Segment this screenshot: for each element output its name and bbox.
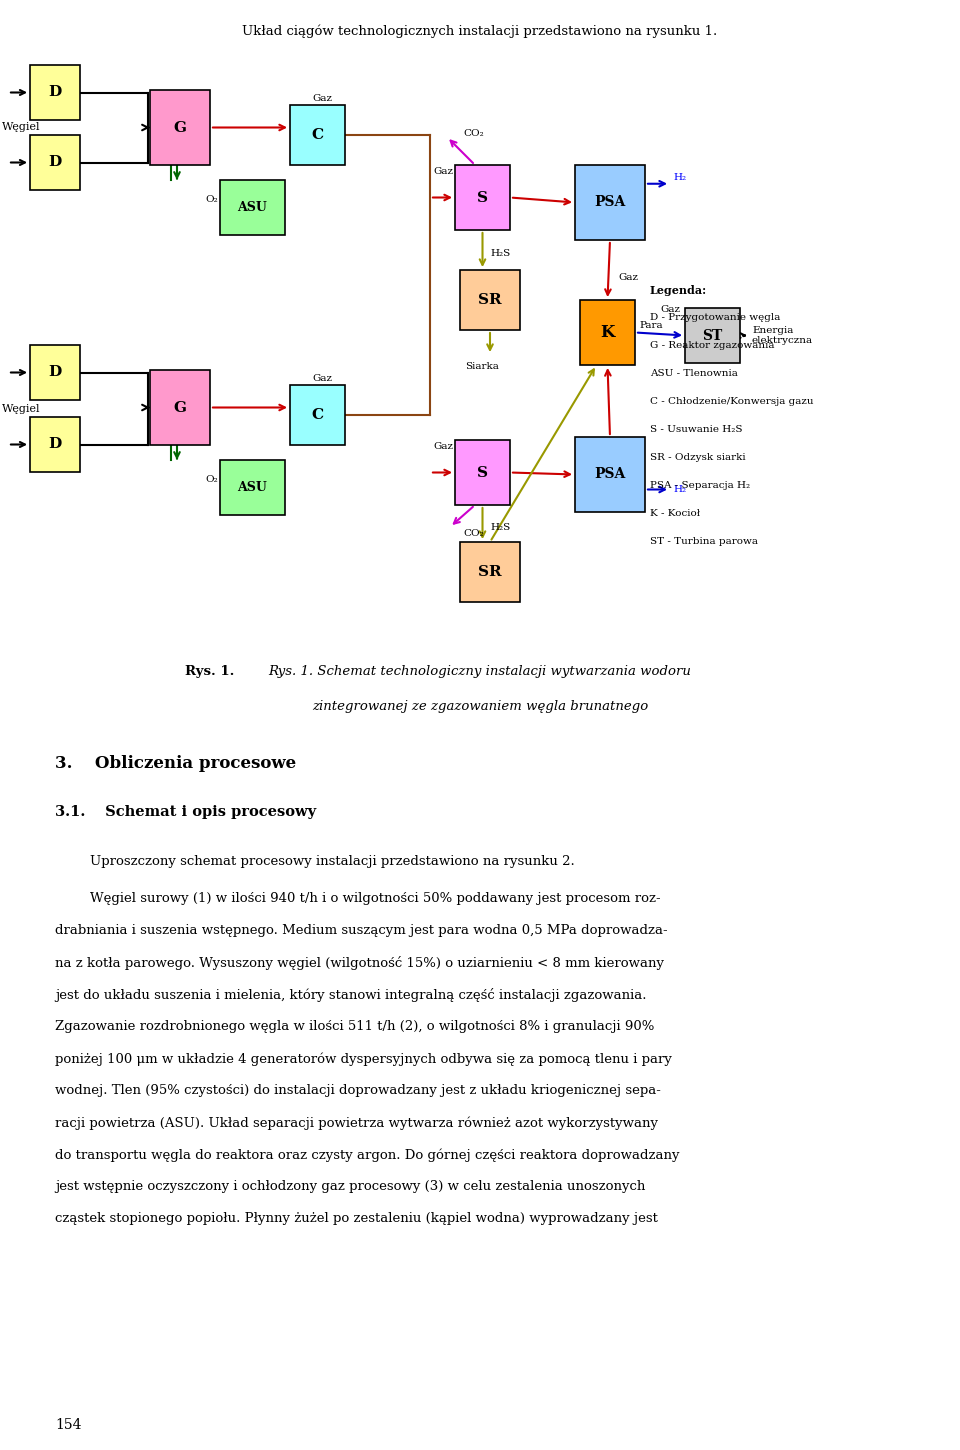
- Text: S - Usuwanie H₂S: S - Usuwanie H₂S: [650, 425, 742, 434]
- Text: 3.1.  Schemat i opis procesowy: 3.1. Schemat i opis procesowy: [55, 805, 316, 819]
- Text: D: D: [48, 438, 61, 451]
- Text: S: S: [477, 465, 488, 480]
- Text: Węgiel surowy (1) w ilości 940 t/h i o wilgotności 50% poddawany jest procesom r: Węgiel surowy (1) w ilości 940 t/h i o w…: [90, 892, 660, 905]
- FancyBboxPatch shape: [30, 345, 80, 400]
- Text: wodnej. Tlen (95% czystości) do instalacji doprowadzany jest z układu kriogenicz: wodnej. Tlen (95% czystości) do instalac…: [55, 1085, 660, 1098]
- Text: D: D: [48, 86, 61, 100]
- FancyBboxPatch shape: [150, 370, 210, 445]
- Text: ASU - Tlenownia: ASU - Tlenownia: [650, 368, 738, 378]
- FancyBboxPatch shape: [455, 439, 510, 505]
- Text: C: C: [311, 407, 324, 422]
- Text: Węgiel: Węgiel: [2, 403, 40, 413]
- Text: Rys. 1.: Rys. 1.: [185, 666, 234, 679]
- Text: H₂: H₂: [673, 173, 686, 181]
- FancyBboxPatch shape: [455, 165, 510, 231]
- Text: PSA: PSA: [594, 467, 626, 481]
- Text: 154: 154: [55, 1418, 82, 1433]
- Text: racji powietrza (ASU). Układ separacji powietrza wytwarza również azot wykorzyst: racji powietrza (ASU). Układ separacji p…: [55, 1116, 658, 1130]
- Text: H₂: H₂: [673, 484, 686, 494]
- Text: ST - Turbina parowa: ST - Turbina parowa: [650, 536, 758, 547]
- Text: SR - Odzysk siarki: SR - Odzysk siarki: [650, 452, 746, 463]
- Text: cząstek stopionego popiołu. Płynny żużel po zestaleniu (kąpiel wodna) wyprowadza: cząstek stopionego popiołu. Płynny żużel…: [55, 1212, 658, 1225]
- Text: Gaz: Gaz: [660, 306, 680, 315]
- Text: 3.  Obliczenia procesowe: 3. Obliczenia procesowe: [55, 755, 296, 771]
- Text: Uproszczony schemat procesowy instalacji przedstawiono na rysunku 2.: Uproszczony schemat procesowy instalacji…: [90, 856, 575, 869]
- FancyBboxPatch shape: [30, 65, 80, 120]
- Text: D: D: [48, 155, 61, 170]
- Text: SR: SR: [478, 566, 502, 579]
- FancyBboxPatch shape: [220, 180, 285, 235]
- Text: PSA: PSA: [594, 196, 626, 209]
- Text: S: S: [477, 190, 488, 204]
- FancyBboxPatch shape: [575, 165, 645, 241]
- Text: D: D: [48, 365, 61, 380]
- FancyBboxPatch shape: [30, 135, 80, 190]
- Text: Węgiel: Węgiel: [2, 122, 40, 132]
- Text: poniżej 100 μm w układzie 4 generatorów dyspersyjnych odbywa się za pomocą tlenu: poniżej 100 μm w układzie 4 generatorów …: [55, 1053, 672, 1066]
- Text: H₂S: H₂S: [491, 249, 511, 258]
- Text: Para: Para: [639, 322, 662, 331]
- Text: Układ ciągów technologicznych instalacji przedstawiono na rysunku 1.: Układ ciągów technologicznych instalacji…: [242, 25, 718, 39]
- Text: G - Reaktor zgazowania: G - Reaktor zgazowania: [650, 341, 775, 349]
- Text: jest do układu suszenia i mielenia, który stanowi integralną część instalacji zg: jest do układu suszenia i mielenia, któr…: [55, 987, 646, 1002]
- FancyBboxPatch shape: [30, 418, 80, 473]
- Text: PSA - Separacja H₂: PSA - Separacja H₂: [650, 481, 750, 490]
- FancyBboxPatch shape: [460, 542, 520, 602]
- Text: Gaz: Gaz: [618, 274, 638, 283]
- Text: D - Przygotowanie węgla: D - Przygotowanie węgla: [650, 313, 780, 322]
- Text: C: C: [311, 128, 324, 142]
- Text: do transportu węgla do reaktora oraz czysty argon. Do górnej części reaktora dop: do transportu węgla do reaktora oraz czy…: [55, 1148, 680, 1161]
- Text: drabniania i suszenia wstępnego. Medium suszącym jest para wodna 0,5 MPa doprowa: drabniania i suszenia wstępnego. Medium …: [55, 924, 667, 937]
- FancyBboxPatch shape: [580, 300, 635, 365]
- Text: ASU: ASU: [237, 202, 268, 215]
- FancyBboxPatch shape: [220, 460, 285, 515]
- Text: O₂: O₂: [205, 476, 218, 484]
- FancyBboxPatch shape: [290, 104, 345, 165]
- Text: Gaz: Gaz: [433, 441, 453, 451]
- Text: K - Kocioł: K - Kocioł: [650, 509, 700, 518]
- Text: zintegrowanej ze zgazowaniem węgla brunatnego: zintegrowanej ze zgazowaniem węgla bruna…: [312, 700, 648, 713]
- Text: G: G: [174, 400, 186, 415]
- FancyBboxPatch shape: [150, 90, 210, 165]
- FancyBboxPatch shape: [685, 307, 740, 362]
- Text: Gaz: Gaz: [312, 94, 332, 103]
- Text: O₂: O₂: [205, 194, 218, 204]
- Text: Energia
elektryczna: Energia elektryczna: [752, 326, 813, 345]
- Text: ST: ST: [703, 329, 723, 342]
- Text: Zgazowanie rozdrobnionego węgla w ilości 511 t/h (2), o wilgotności 8% i granula: Zgazowanie rozdrobnionego węgla w ilości…: [55, 1019, 655, 1032]
- Text: SR: SR: [478, 293, 502, 307]
- Text: Gaz: Gaz: [312, 374, 332, 383]
- FancyBboxPatch shape: [575, 436, 645, 512]
- Text: K: K: [600, 323, 614, 341]
- Text: ASU: ASU: [237, 481, 268, 494]
- Text: CO₂: CO₂: [463, 129, 484, 138]
- Text: Rys. 1. Schemat technologiczny instalacji wytwarzania wodoru: Rys. 1. Schemat technologiczny instalacj…: [269, 666, 691, 679]
- Text: Gaz: Gaz: [433, 167, 453, 175]
- Text: Legenda:: Legenda:: [650, 286, 708, 296]
- Text: jest wstępnie oczyszczony i ochłodzony gaz procesowy (3) w celu zestalenia unosz: jest wstępnie oczyszczony i ochłodzony g…: [55, 1180, 645, 1193]
- Text: CO₂: CO₂: [463, 528, 484, 538]
- Text: G: G: [174, 120, 186, 135]
- FancyBboxPatch shape: [460, 270, 520, 331]
- Text: C - Chłodzenie/Konwersja gazu: C - Chłodzenie/Konwersja gazu: [650, 397, 813, 406]
- Text: Siarka: Siarka: [465, 362, 499, 371]
- Text: H₂S: H₂S: [491, 523, 511, 532]
- Text: na z kotła parowego. Wysuszony węgiel (wilgotność 15%) o uziarnieniu < 8 mm kier: na z kotła parowego. Wysuszony węgiel (w…: [55, 956, 664, 970]
- FancyBboxPatch shape: [290, 386, 345, 445]
